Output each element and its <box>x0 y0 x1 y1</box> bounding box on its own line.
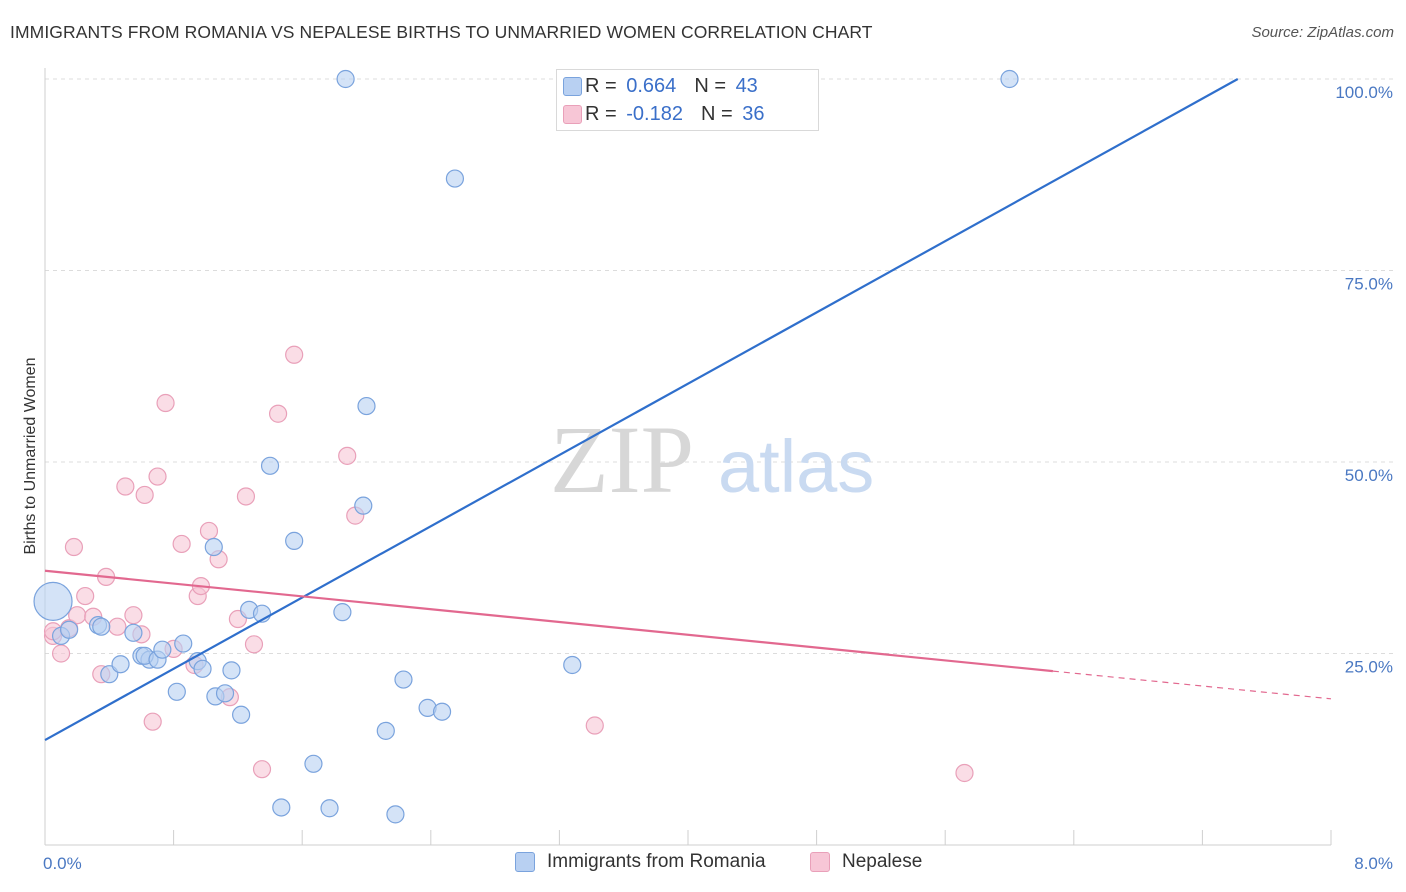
romania-point <box>285 531 304 550</box>
legend-label-nepalese: Nepalese <box>842 851 923 872</box>
nepalese-point <box>143 712 162 731</box>
nepalese-point <box>76 586 95 606</box>
romania-point <box>445 169 465 188</box>
romania-point <box>215 684 235 703</box>
legend-swatch-blue <box>563 76 582 96</box>
nepalese-point <box>955 763 974 783</box>
legend-row-nepalese: R = -0.182 N = 36 <box>563 101 765 127</box>
source-label: Source: ZipAtlas.com <box>1251 24 1394 41</box>
romania-point <box>153 640 172 659</box>
legend-swatch-blue <box>515 852 535 872</box>
romania-point <box>174 634 193 653</box>
romania-point <box>354 496 373 515</box>
nepalese-points <box>43 345 974 783</box>
nepalese-point <box>135 485 154 505</box>
nepalese-point <box>148 467 167 486</box>
nepalese-point <box>108 617 127 636</box>
watermark-zip: ZIP <box>550 406 694 513</box>
romania-point <box>1000 69 1019 89</box>
romania-point <box>563 655 582 675</box>
nepalese-point <box>285 345 304 364</box>
y-tick-label: 75.0% <box>1345 275 1393 294</box>
romania-point <box>92 617 111 636</box>
legend-row-romania: R = 0.664 N = 43 <box>563 73 758 99</box>
nepalese-point <box>236 487 256 506</box>
nepalese-point <box>338 446 357 465</box>
legend-r-value: -0.182 <box>626 102 683 125</box>
romania-points <box>33 69 1019 824</box>
legend-swatch-pink <box>810 852 830 872</box>
legend-r-label: R = <box>585 74 623 97</box>
nepalese-point <box>51 644 71 663</box>
legend-r-label: R = <box>585 102 623 125</box>
romania-point <box>386 805 405 824</box>
romania-point <box>336 69 355 89</box>
legend-r-value: 0.664 <box>626 74 677 97</box>
legend-label-romania: Immigrants from Romania <box>547 851 766 872</box>
romania-point <box>222 661 241 680</box>
nepalese-point <box>244 635 264 654</box>
romania-point <box>272 798 291 817</box>
romania-point <box>204 537 223 557</box>
y-tick-label: 100.0% <box>1335 83 1393 102</box>
romania-point <box>167 682 186 701</box>
y-axis-title: Births to Unmarried Women <box>22 357 39 554</box>
romania-point <box>333 603 352 622</box>
romania-point <box>376 721 395 740</box>
romania-point <box>304 754 323 773</box>
nepalese-point <box>64 537 84 557</box>
romania-point <box>60 620 79 639</box>
legend-swatch-pink <box>563 104 582 124</box>
x-tick-label: 0.0% <box>43 854 82 873</box>
legend-n-value: 36 <box>742 102 765 125</box>
watermark-atlas: atlas <box>718 425 874 508</box>
trend-lines <box>44 78 1332 742</box>
nepalese-trend-line <box>44 569 1054 673</box>
legend-n-label: N = <box>700 102 739 125</box>
romania-point <box>124 623 143 642</box>
romania-point <box>33 581 73 622</box>
legend-item-nepalese[interactable]: Nepalese <box>810 851 922 873</box>
nepalese-point <box>124 606 143 625</box>
nepalese-point <box>116 477 135 496</box>
nepalese-point <box>585 716 604 735</box>
gridlines: 25.0% 50.0% 75.0% 100.0% <box>45 78 1394 677</box>
y-tick-label: 50.0% <box>1345 466 1393 485</box>
romania-point <box>394 670 413 689</box>
nepalese-trend-line <box>1052 670 1332 700</box>
nepalese-point <box>252 760 272 779</box>
axes: 0.0% 8.0% <box>43 68 1393 873</box>
romania-point <box>320 799 339 818</box>
romania-point <box>232 705 251 724</box>
y-tick-label: 25.0% <box>1345 658 1393 677</box>
romania-trend-line <box>44 78 1239 742</box>
nepalese-point <box>268 404 288 423</box>
romania-point <box>193 659 212 678</box>
romania-point <box>432 702 452 721</box>
chart-title: IMMIGRANTS FROM ROMANIA VS NEPALESE BIRT… <box>10 22 873 42</box>
watermark: ZIP atlas <box>550 406 874 513</box>
legend-item-romania[interactable]: Immigrants from Romania <box>515 851 766 873</box>
correlation-legend: R = 0.664 N = 43 R = -0.182 N = 36 <box>556 69 819 131</box>
legend-n-value: 43 <box>735 74 758 97</box>
nepalese-point <box>156 393 175 413</box>
x-tick-label: 8.0% <box>1354 854 1393 873</box>
legend-n-label: N = <box>694 74 732 97</box>
romania-point <box>260 456 280 475</box>
nepalese-point <box>199 521 219 541</box>
nepalese-point <box>172 534 191 554</box>
romania-point <box>357 396 376 416</box>
romania-point <box>111 655 130 674</box>
